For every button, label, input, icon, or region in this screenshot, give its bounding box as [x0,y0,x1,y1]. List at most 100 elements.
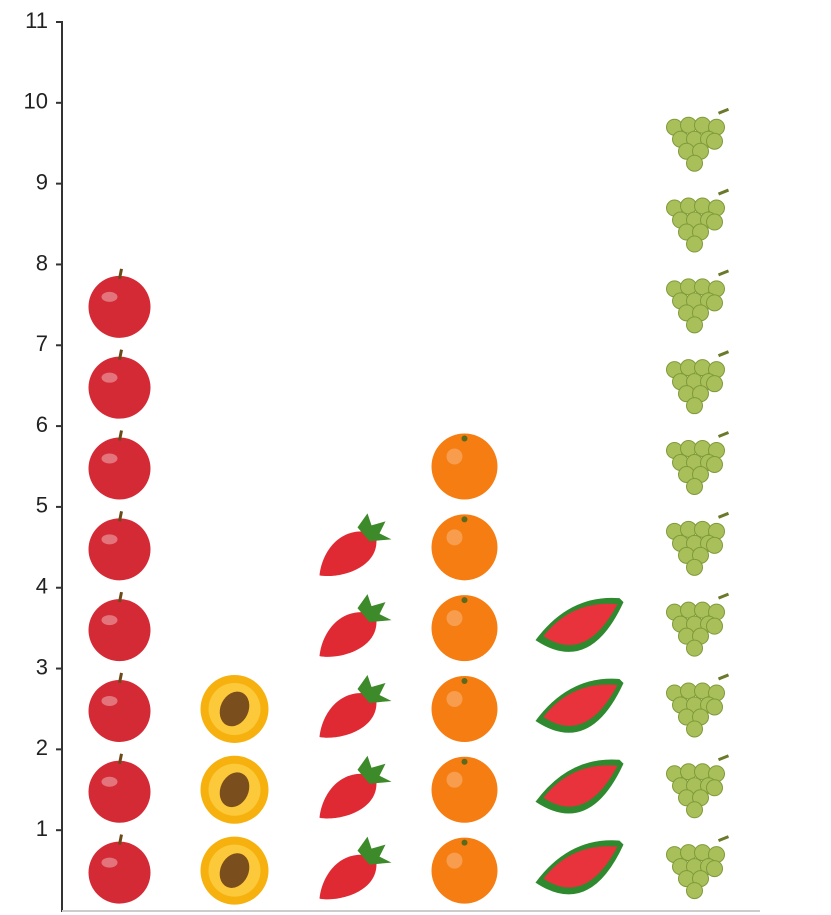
icon [357,594,392,623]
icon [88,275,151,338]
icon [357,674,392,703]
icon [101,857,118,868]
icon [686,639,703,657]
icon [88,437,151,500]
icon [461,516,468,523]
icon [717,835,730,842]
icon [706,536,723,554]
icon [446,690,463,707]
icon [88,599,151,662]
y-tick-label: 5 [36,493,48,518]
icon [88,841,151,904]
icon [101,453,118,464]
icon [431,837,498,904]
icon [319,854,377,900]
icon [717,431,730,438]
icon [118,430,123,441]
icon [431,514,498,581]
y-tick-label: 9 [36,169,48,194]
icon [319,773,377,819]
icon [118,268,123,280]
icon [446,771,463,788]
pictograph-column [88,268,151,904]
icon [686,316,703,334]
icon [88,760,151,823]
y-tick-label: 2 [36,735,48,760]
y-tick-label: 6 [36,412,48,437]
icon [319,692,377,738]
pictograph-column [535,597,624,895]
icon [118,349,123,360]
icon [431,675,498,742]
icon [706,617,723,635]
icon [101,372,118,383]
icon [118,511,123,522]
icon [717,754,730,762]
icon [118,753,123,765]
icon [706,213,723,231]
icon [118,591,123,603]
icon [686,397,703,415]
icon [101,615,118,626]
y-tick-label: 3 [36,654,48,679]
icon [446,852,463,869]
icon [101,776,118,787]
pictograph-column [431,433,498,904]
icon [717,592,730,600]
icon [88,518,151,581]
icon [461,435,468,442]
icon [88,679,151,742]
icon [461,758,468,765]
icon [431,756,498,823]
icon [686,235,703,253]
y-tick-label: 7 [36,331,48,356]
icon [717,511,730,519]
icon [101,291,118,302]
pictograph-column [666,107,730,900]
icon [686,882,703,900]
y-tick-label: 11 [25,8,48,33]
icon [717,107,730,115]
y-tick-label: 4 [36,574,48,599]
y-tick-label: 10 [24,89,48,114]
icon [101,534,118,545]
icon [686,154,703,172]
icon [319,612,377,657]
icon [686,478,703,495]
icon [717,350,730,358]
icon [706,132,723,150]
icon [686,720,703,738]
icon [357,513,392,542]
icon [431,595,498,662]
icon [686,801,703,819]
icon [357,836,392,865]
icon [446,529,463,546]
icon [706,375,723,393]
icon [88,356,151,419]
icon [543,765,618,807]
pictograph-column [319,513,392,900]
icon [461,597,468,604]
icon [461,839,468,846]
y-tick-label: 8 [36,250,48,275]
icon [118,672,123,684]
icon [446,448,463,465]
icon [706,456,723,473]
icon [446,610,463,627]
y-tick-label: 1 [36,816,48,841]
icon [706,779,723,797]
icon [686,558,703,576]
icon [717,269,730,277]
icon [431,433,498,500]
icon [357,755,392,784]
icon [543,684,618,726]
icon [717,188,730,196]
icon [706,294,723,312]
pictograph-column [200,674,269,905]
icon [706,860,723,878]
icon [319,531,377,577]
icon [543,603,618,646]
icon [219,772,250,808]
